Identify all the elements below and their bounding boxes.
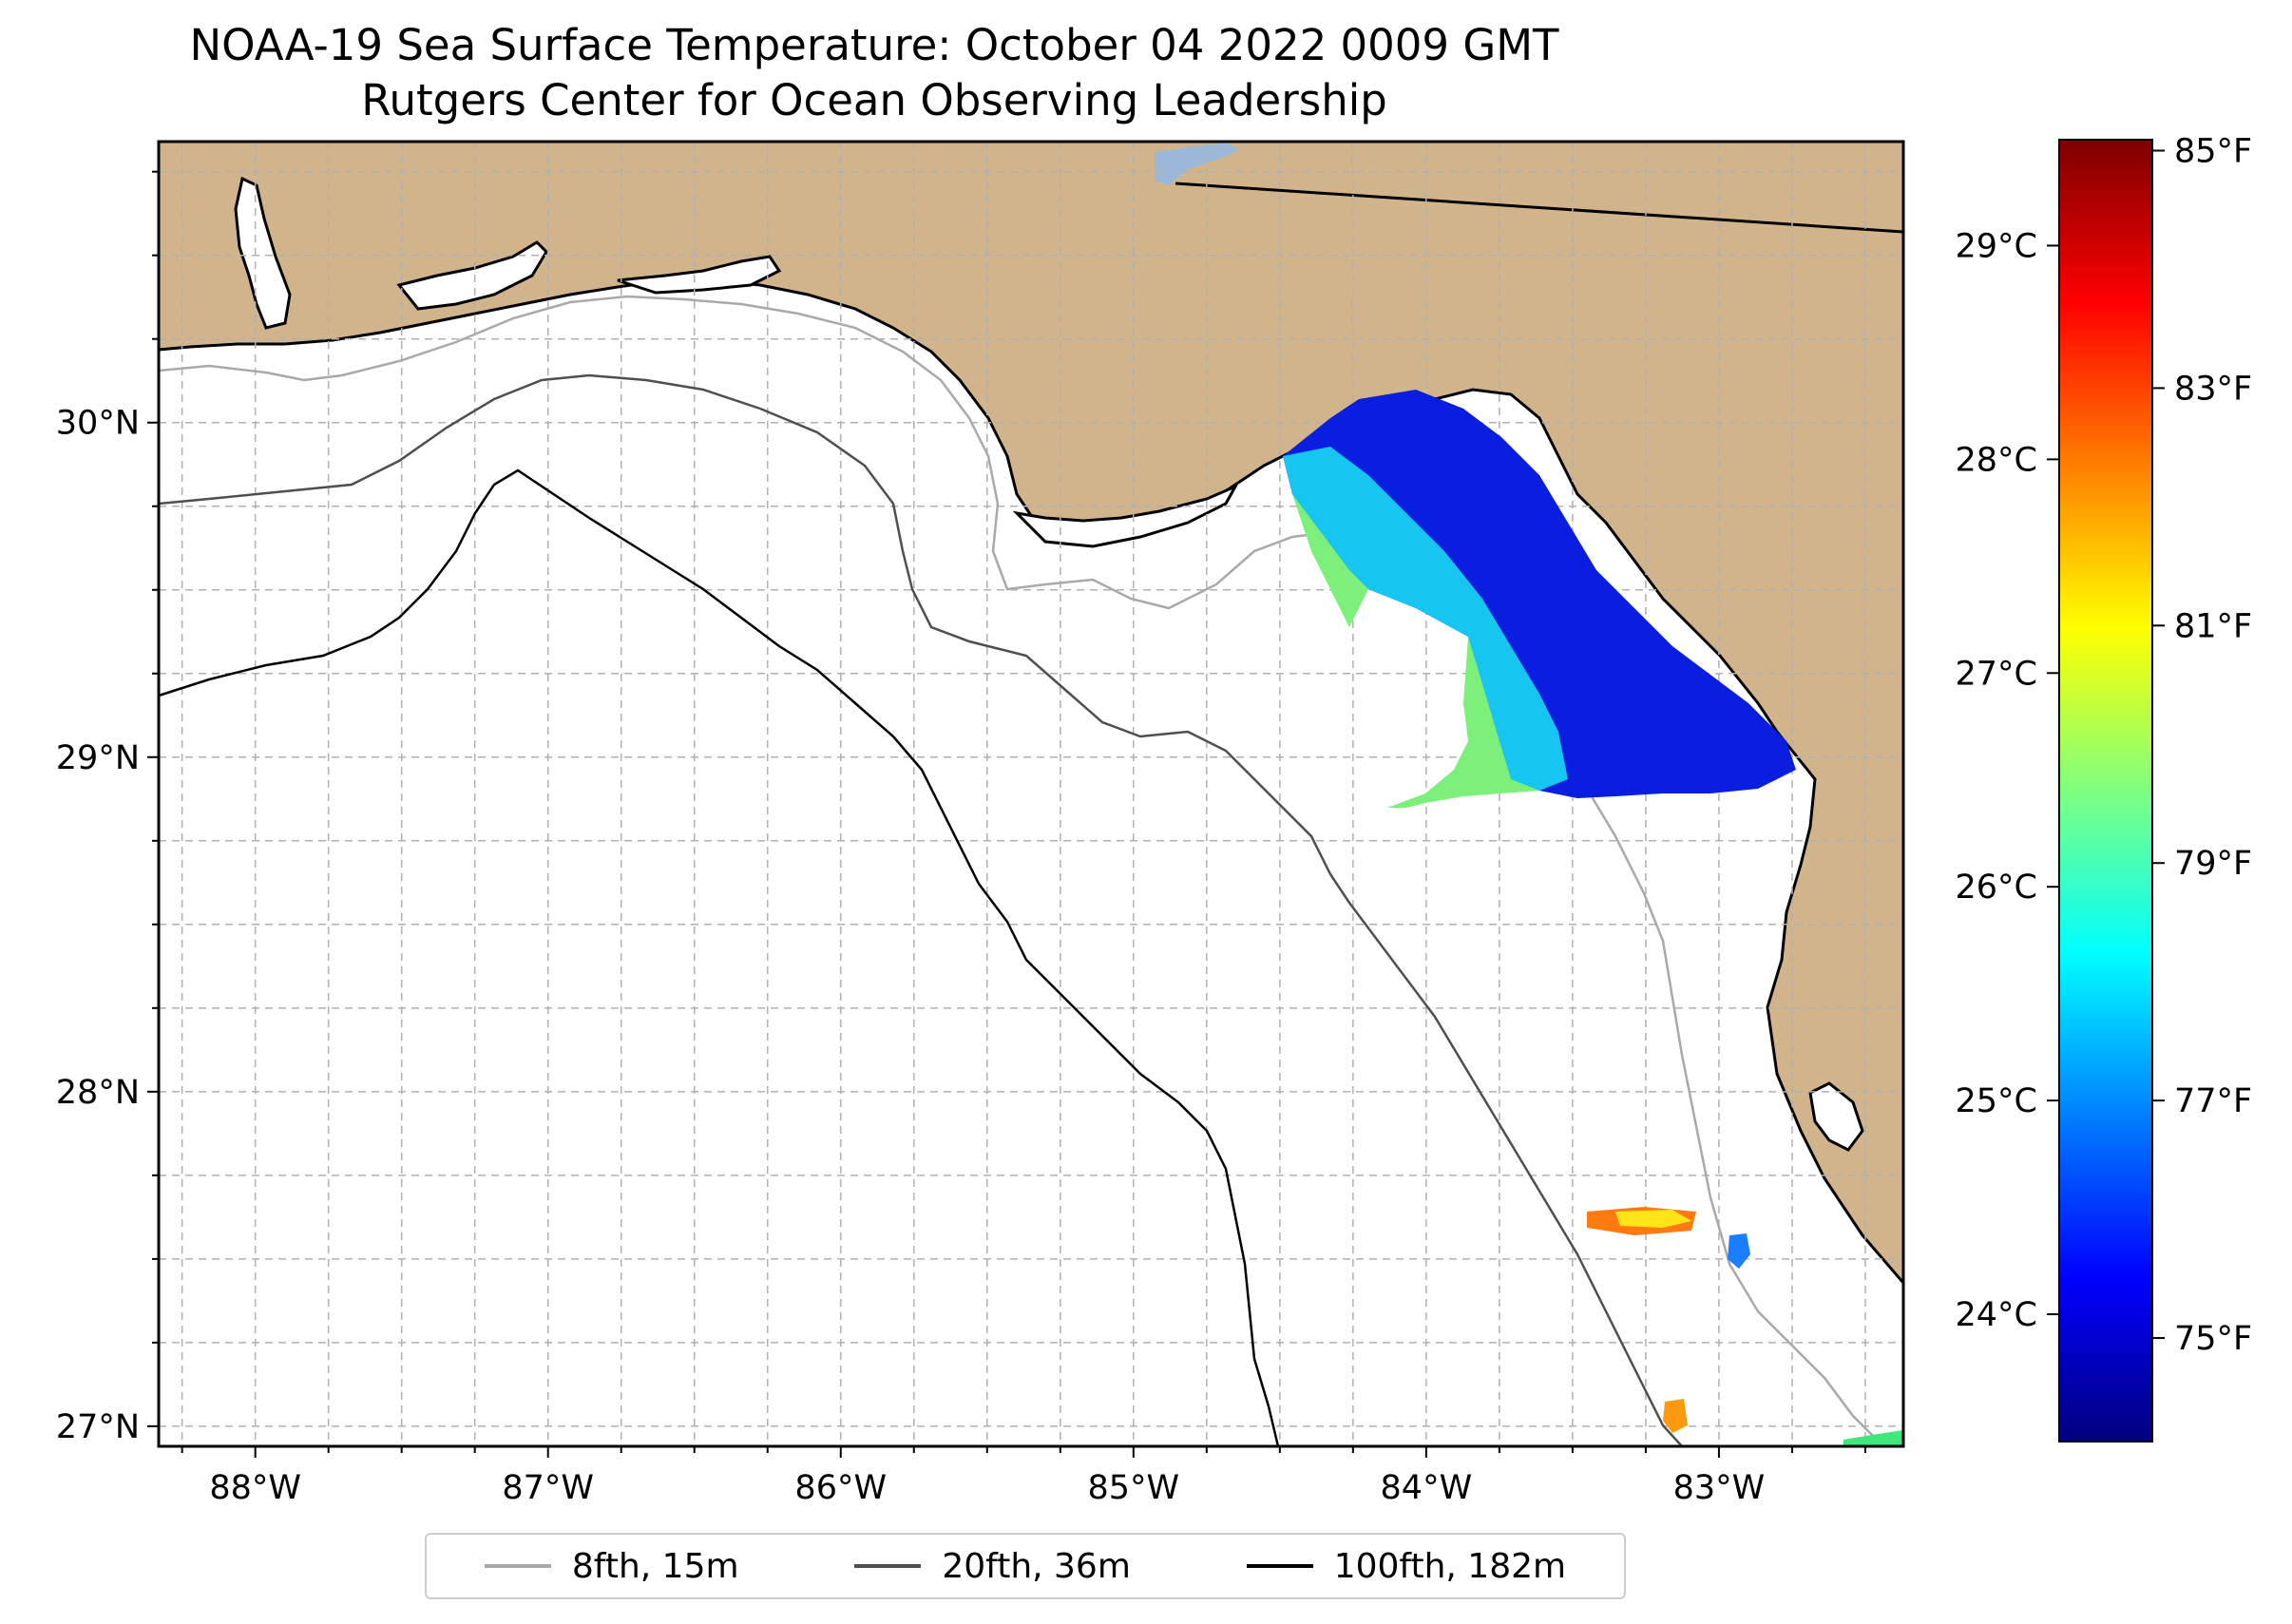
y-tick-label: 27°N: [56, 1408, 140, 1446]
apalachicola-bay: [1012, 483, 1239, 548]
sst-patch-corner: [1843, 1430, 1903, 1446]
legend-swatch: [1246, 1564, 1313, 1568]
sst-patch-green: [1292, 494, 1539, 808]
legend-swatch: [484, 1564, 551, 1568]
colorbar: [2058, 139, 2153, 1442]
legend-item-8fth: 8fth, 15m: [484, 1546, 739, 1586]
legend-item-20fth: 20fth, 36m: [854, 1547, 1131, 1586]
colorbar-fahrenheit-label: 75°F: [2174, 1320, 2252, 1358]
x-tick-label: 85°W: [1087, 1469, 1179, 1507]
x-tick-label: 87°W: [502, 1469, 594, 1507]
lake-seminole: [1155, 143, 1240, 185]
y-tick-label: 28°N: [56, 1074, 140, 1112]
colorbar-fahrenheit-label: 79°F: [2174, 845, 2252, 883]
legend-item-100fth: 100fth, 182m: [1246, 1546, 1567, 1586]
map-frame: [157, 140, 1905, 1448]
colorbar-celsius-label: 24°C: [1956, 1296, 2037, 1334]
colorbar-celsius-label: 25°C: [1956, 1082, 2037, 1120]
tampa-bay: [1808, 1081, 1864, 1152]
legend-swatch: [854, 1564, 922, 1568]
sst-patch-small-blue: [1728, 1233, 1750, 1269]
legend: 8fth, 15m 20fth, 36m 100fth, 182m: [425, 1533, 1626, 1599]
sst-patch-warm-yellow: [1615, 1210, 1691, 1228]
colorbar-celsius-label: 27°C: [1956, 655, 2037, 693]
colorbar-fahrenheit-label: 77°F: [2174, 1082, 2252, 1120]
state-border: [1175, 182, 1903, 234]
legend-label: 100fth, 182m: [1333, 1546, 1567, 1586]
legend-label: 20fth, 36m: [942, 1546, 1131, 1586]
sst-patch-nearshore-cyan: [1283, 447, 1568, 791]
choctawhatchee-bay: [617, 255, 782, 295]
colorbar-fahrenheit-label: 85°F: [2174, 132, 2252, 170]
chart-title: NOAA-19 Sea Surface Temperature: October…: [189, 20, 1559, 70]
x-tick-label: 86°W: [794, 1469, 887, 1507]
x-tick-label: 88°W: [209, 1469, 301, 1507]
x-tick-label: 83°W: [1673, 1469, 1766, 1507]
x-tick-label: 84°W: [1381, 1469, 1473, 1507]
y-tick-label: 30°N: [56, 405, 140, 443]
colorbar-celsius-label: 29°C: [1956, 227, 2037, 265]
colorbar-celsius-label: 26°C: [1956, 869, 2037, 907]
colorbar-celsius-label: 28°C: [1956, 441, 2037, 479]
colorbar-fahrenheit-label: 83°F: [2174, 370, 2252, 408]
y-tick-label: 29°N: [56, 739, 140, 777]
pensacola-bay: [396, 240, 548, 311]
chart-subtitle: Rutgers Center for Ocean Observing Leade…: [361, 75, 1387, 125]
colorbar-fahrenheit-label: 81°F: [2174, 607, 2252, 645]
axis-ticks: 88°W 87°W 86°W 85°W 84°W 83°W 27°N 28°N 29°N 30°N: [56, 170, 1866, 1507]
legend-label: 8fth, 15m: [571, 1546, 739, 1586]
contour-8fth: [159, 295, 1882, 1445]
colorbar-ticks: 24°C 25°C 26°C 27°C 28°C 29°C 75°F 77°F 79°F 81°F…: [1956, 132, 2253, 1358]
mobile-bay: [234, 176, 292, 330]
sst-patch-south: [1663, 1399, 1688, 1433]
contour-100fth: [159, 468, 1280, 1446]
contour-20fth: [159, 373, 1683, 1446]
sst-patch-north: [1283, 390, 1796, 798]
